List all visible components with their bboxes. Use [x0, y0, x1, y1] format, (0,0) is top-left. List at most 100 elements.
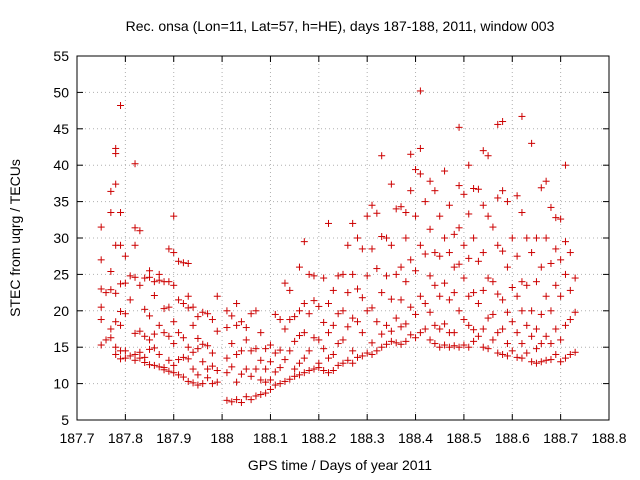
- data-point: [412, 267, 420, 275]
- data-point: [97, 303, 105, 311]
- data-point: [242, 393, 250, 401]
- data-point: [479, 325, 487, 333]
- data-point: [402, 234, 410, 242]
- data-point: [179, 353, 187, 361]
- data-point: [450, 289, 458, 297]
- data-point: [262, 378, 270, 386]
- data-point: [305, 310, 313, 318]
- data-point: [397, 296, 405, 304]
- data-point: [455, 307, 463, 315]
- data-point: [310, 334, 318, 342]
- data-point: [363, 349, 371, 357]
- data-point: [175, 371, 183, 379]
- data-point: [523, 349, 531, 357]
- data-point: [547, 203, 555, 211]
- data-point: [165, 356, 173, 364]
- data-point: [286, 316, 294, 324]
- data-point: [566, 286, 574, 294]
- data-point: [445, 201, 453, 209]
- data-point: [479, 147, 487, 155]
- data-point: [489, 223, 497, 231]
- data-point: [189, 303, 197, 311]
- x-axis-title: GPS time / Days of year 2011: [248, 457, 432, 473]
- data-point: [431, 321, 439, 329]
- data-point: [499, 296, 507, 304]
- data-point: [523, 234, 531, 242]
- data-point: [266, 341, 274, 349]
- x-tick-label: 188.1: [253, 430, 288, 446]
- data-point: [528, 332, 536, 340]
- data-point: [252, 392, 260, 400]
- data-point: [494, 120, 502, 128]
- data-point: [450, 230, 458, 238]
- data-point: [542, 234, 550, 242]
- data-point: [184, 377, 192, 385]
- data-point: [160, 329, 168, 337]
- data-point: [479, 201, 487, 209]
- data-point: [557, 336, 565, 344]
- data-point: [146, 312, 154, 320]
- data-point: [281, 279, 289, 287]
- data-point: [199, 380, 207, 388]
- chart-title: Rec. onsa (Lon=11, Lat=57, h=HE), days 1…: [126, 18, 555, 34]
- data-point: [455, 224, 463, 232]
- data-point: [121, 279, 129, 287]
- data-point: [445, 343, 453, 351]
- data-point: [179, 259, 187, 267]
- data-point: [566, 350, 574, 358]
- data-point: [392, 339, 400, 347]
- data-point: [566, 249, 574, 257]
- data-point: [208, 316, 216, 324]
- data-point: [571, 348, 579, 356]
- data-point: [561, 238, 569, 246]
- data-point: [170, 361, 178, 369]
- data-point: [557, 215, 565, 223]
- data-point: [252, 307, 260, 315]
- data-point: [276, 364, 284, 372]
- data-point: [146, 336, 154, 344]
- y-tick-label: 35: [53, 194, 69, 210]
- data-point: [257, 376, 265, 384]
- data-point: [266, 385, 274, 393]
- data-point: [354, 234, 362, 242]
- data-point: [484, 212, 492, 220]
- data-point: [455, 123, 463, 131]
- data-point: [305, 347, 313, 355]
- data-point: [184, 259, 192, 267]
- data-point: [532, 234, 540, 242]
- data-point: [460, 241, 468, 249]
- data-point: [494, 241, 502, 249]
- data-point: [368, 245, 376, 253]
- data-point: [291, 337, 299, 345]
- y-tick-label: 5: [61, 412, 69, 428]
- data-point: [150, 361, 158, 369]
- data-point: [499, 118, 507, 126]
- data-point: [179, 300, 187, 308]
- data-point: [315, 302, 323, 310]
- data-point: [397, 323, 405, 331]
- data-point: [257, 391, 265, 399]
- data-point: [378, 152, 386, 160]
- data-point: [571, 274, 579, 282]
- data-point: [184, 343, 192, 351]
- data-point: [373, 318, 381, 326]
- data-point: [378, 343, 386, 351]
- data-point: [131, 356, 139, 364]
- data-point: [329, 366, 337, 374]
- data-point: [532, 278, 540, 286]
- data-point: [513, 353, 521, 361]
- data-point: [339, 270, 347, 278]
- data-point: [412, 212, 420, 220]
- data-point: [160, 305, 168, 313]
- data-point: [117, 241, 125, 249]
- data-point: [344, 241, 352, 249]
- x-tick-label: 188.3: [350, 430, 385, 446]
- data-point: [441, 320, 449, 328]
- data-point: [416, 292, 424, 300]
- data-point: [528, 358, 536, 366]
- y-tick-label: 55: [53, 48, 69, 64]
- data-point: [97, 341, 105, 349]
- data-point: [184, 292, 192, 300]
- data-point: [295, 263, 303, 271]
- data-point: [416, 144, 424, 152]
